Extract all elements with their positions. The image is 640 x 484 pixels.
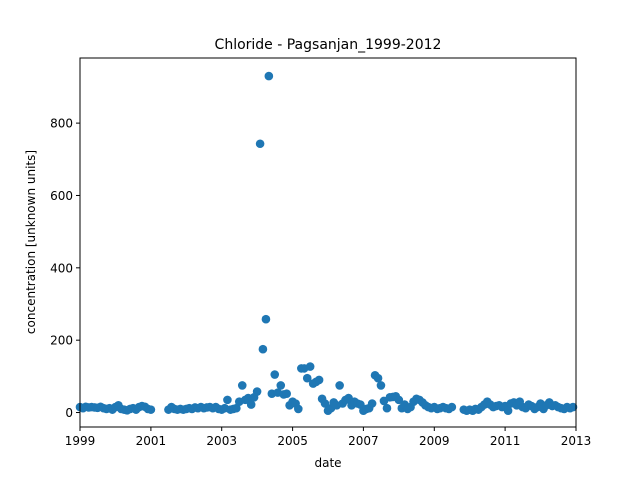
x-axis-ticks: 1999 2001 2003 2005 2007 2009 2011 2013 (65, 427, 592, 448)
data-point (367, 399, 377, 408)
y-axis-ticks: 0 200 400 600 800 (50, 117, 80, 420)
data-point (270, 370, 280, 379)
data-point (276, 381, 286, 390)
data-point (335, 381, 344, 390)
chart-title: Chloride - Pagsanjan_1999-2012 (215, 37, 442, 53)
data-point (246, 400, 256, 409)
x-axis-label: date (314, 456, 341, 470)
data-point (376, 381, 386, 390)
data-point (314, 375, 324, 385)
data-point (373, 373, 383, 383)
data-point (382, 403, 392, 413)
data-point (264, 71, 274, 81)
data-point (146, 405, 156, 414)
data-point (282, 389, 291, 399)
data-point (232, 403, 241, 413)
data-point (305, 362, 315, 371)
y-axis-label: concentration [unknown units] (24, 150, 38, 334)
data-point (503, 406, 513, 416)
y-tick-label: 200 (50, 334, 73, 348)
x-tick-label: 2013 (561, 434, 592, 448)
x-tick-label: 2011 (490, 434, 521, 448)
data-point (447, 402, 457, 412)
data-points (75, 71, 578, 416)
data-point (237, 381, 247, 390)
x-tick-label: 2009 (419, 434, 450, 448)
data-point (255, 139, 265, 149)
x-tick-label: 2005 (277, 434, 308, 448)
data-point (568, 402, 578, 412)
data-point (294, 404, 303, 414)
y-tick-label: 800 (50, 117, 73, 131)
data-point (320, 399, 330, 408)
x-tick-label: 2001 (136, 434, 167, 448)
y-tick-label: 600 (50, 189, 73, 203)
x-tick-label: 2003 (206, 434, 237, 448)
data-point (252, 387, 262, 396)
data-point (261, 314, 271, 324)
y-tick-label: 0 (65, 406, 73, 420)
x-tick-label: 2007 (348, 434, 379, 448)
data-point (223, 395, 232, 405)
x-tick-label: 1999 (65, 434, 96, 448)
plot-area-frame (79, 57, 577, 428)
data-point (258, 344, 268, 354)
data-point (302, 373, 312, 383)
data-point (394, 395, 404, 405)
y-tick-label: 400 (50, 261, 73, 275)
